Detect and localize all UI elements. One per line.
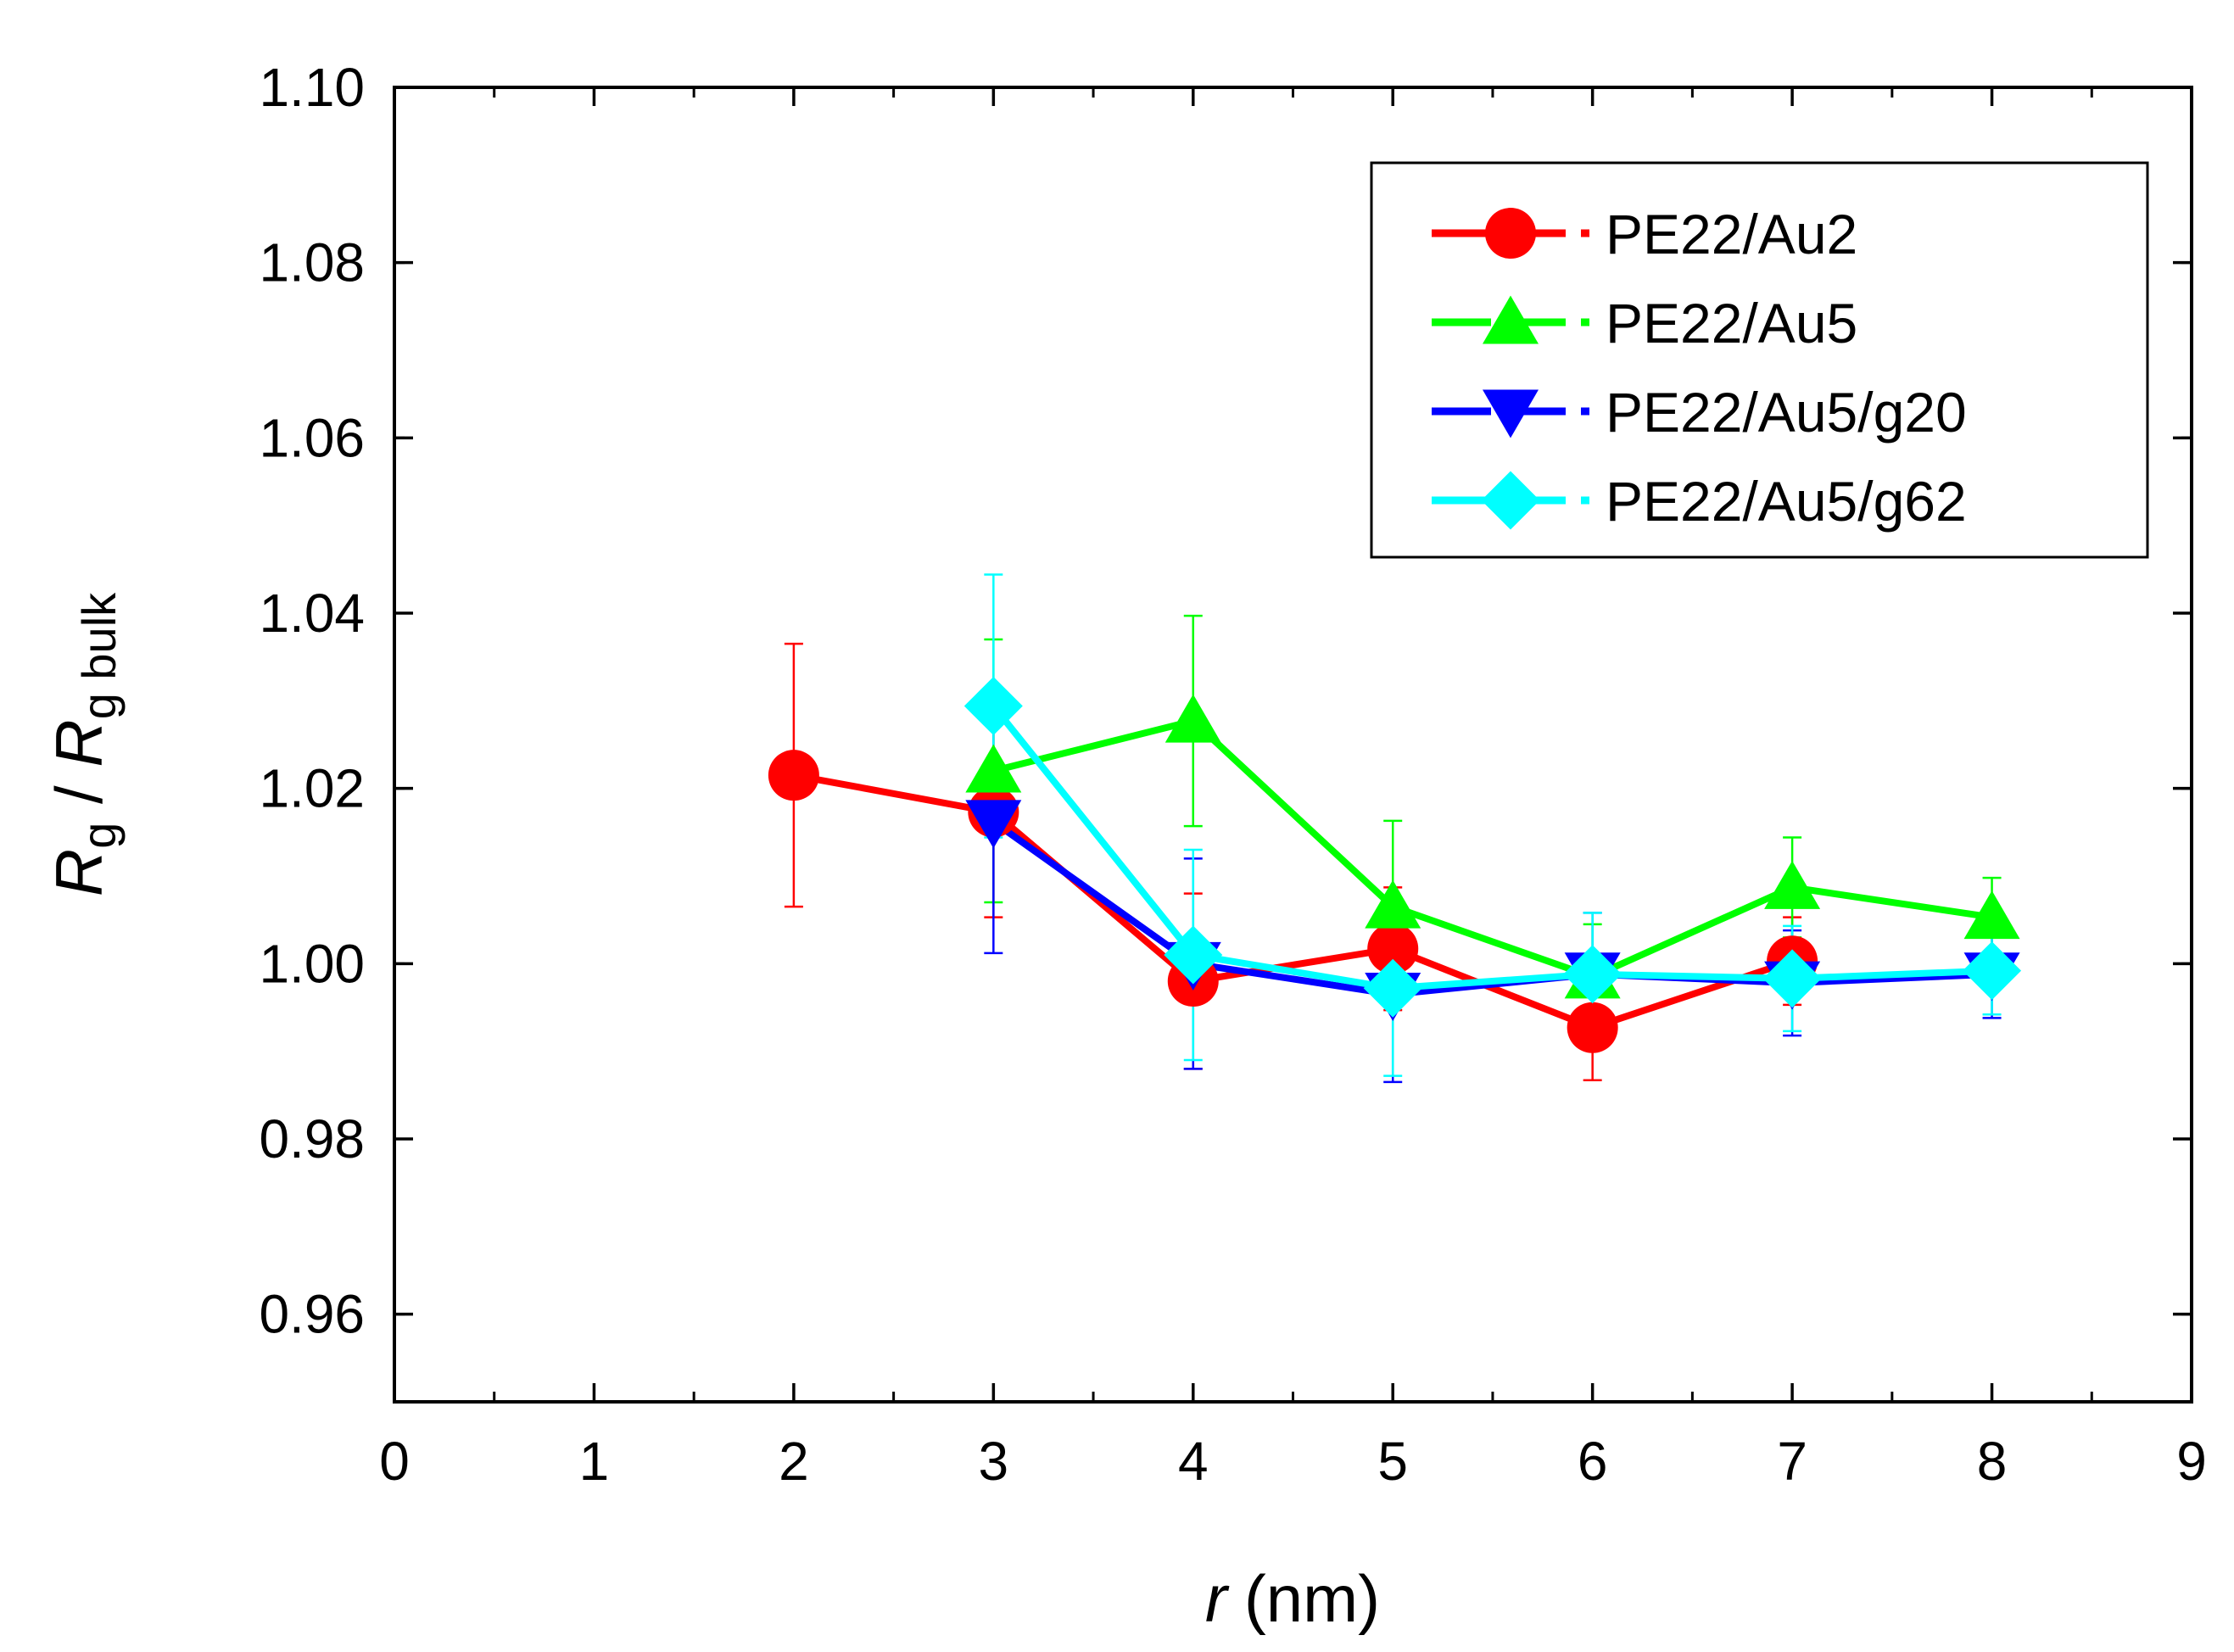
y-tick-label: 0.98 xyxy=(259,1108,365,1169)
data-point-pe22-au5 xyxy=(1764,860,1821,909)
y-tick-label: 0.96 xyxy=(259,1284,365,1345)
data-point-pe22-au2 xyxy=(1567,1002,1618,1053)
x-tick-label: 4 xyxy=(1178,1431,1209,1492)
x-tick-label: 6 xyxy=(1578,1431,1608,1492)
x-axis-title: r (nm) xyxy=(1205,1561,1380,1636)
x-tick-label: 7 xyxy=(1777,1431,1807,1492)
y-axis-num-sub: g xyxy=(72,823,126,849)
x-tick-label: 8 xyxy=(1977,1431,2008,1492)
plot-frame xyxy=(393,86,2193,1404)
y-tick-label: 1.00 xyxy=(259,933,365,994)
legend-item-pe22-au2: PE22/Au2 xyxy=(1432,203,1857,265)
y-tick-label: 1.10 xyxy=(259,57,365,118)
x-tick-label: 1 xyxy=(579,1431,610,1492)
legend-marker xyxy=(1483,389,1539,438)
legend-label: PE22/Au5/g20 xyxy=(1606,381,1967,444)
legend-marker xyxy=(1483,295,1539,344)
legend-label: PE22/Au5/g62 xyxy=(1606,470,1967,533)
legend-marker xyxy=(1485,208,1536,259)
y-axis-separator: / xyxy=(42,767,116,823)
series-lines xyxy=(793,704,1993,1031)
legend-label: PE22/Au2 xyxy=(1606,203,1857,265)
legend: PE22/Au2 PE22/Au5 PE22/Au5/g20 PE22/Au5/g62 xyxy=(1370,161,2149,559)
legend-label: PE22/Au5 xyxy=(1606,292,1857,354)
legend-marker xyxy=(1481,471,1540,530)
x-tick-label: 9 xyxy=(2176,1431,2207,1492)
data-point-pe22-au5 xyxy=(965,744,1022,793)
y-axis-den-sub: g bulk xyxy=(72,592,126,719)
series-line-pe22-au5 xyxy=(992,717,1993,980)
data-point-pe22-au5-g62 xyxy=(1963,941,2022,1001)
data-point-pe22-au5-g20 xyxy=(965,800,1022,849)
y-axis-title: Rg / Rg bulk xyxy=(42,592,126,896)
y-tick-label: 1.02 xyxy=(259,758,365,819)
x-tick-label: 0 xyxy=(379,1431,410,1492)
x-tick-label: 5 xyxy=(1377,1431,1408,1492)
x-tick-label: 3 xyxy=(979,1431,1009,1492)
data-point-pe22-au5 xyxy=(1963,890,2020,940)
y-tick-label: 1.04 xyxy=(259,583,365,644)
data-point-pe22-au5-g62 xyxy=(963,677,1023,736)
series-line-pe22-au5-g62 xyxy=(991,704,1992,992)
x-axis-unit: (nm) xyxy=(1244,1561,1380,1636)
data-point-pe22-au5-g62 xyxy=(1164,925,1223,985)
x-tick-label: 2 xyxy=(779,1431,809,1492)
legend-item-pe22-au5-g20: PE22/Au5/g20 xyxy=(1432,381,1967,444)
data-point-pe22-au2 xyxy=(768,750,819,801)
series-markers xyxy=(768,677,2022,1053)
data-point-pe22-au5-g62 xyxy=(1363,958,1422,1018)
y-tick-label: 1.08 xyxy=(259,232,365,293)
y-axis-num-main: R xyxy=(42,849,116,896)
data-point-pe22-au5 xyxy=(1164,694,1221,743)
series-line-pe22-au2 xyxy=(793,772,1794,1031)
data-point-pe22-au5-g62 xyxy=(1563,945,1622,1004)
data-point-pe22-au5-g62 xyxy=(1762,949,1822,1008)
legend-item-pe22-au5: PE22/Au5 xyxy=(1432,292,1857,354)
series-line-pe22-au5-g20 xyxy=(991,818,1992,998)
legend-item-pe22-au5-g62: PE22/Au5/g62 xyxy=(1432,470,1967,533)
data-point-pe22-au5 xyxy=(1365,879,1421,929)
y-axis-den-main: R xyxy=(42,719,116,767)
data-point-pe22-au2 xyxy=(1367,923,1419,974)
tick-labels: 0 1 2 3 4 5 6 7 8 9 0.96 0.98 1.00 1.02 1.04 1.06 1.08 1.… xyxy=(259,57,2206,1492)
x-axis-variable: r xyxy=(1205,1561,1230,1636)
y-tick-label: 1.06 xyxy=(259,407,365,468)
